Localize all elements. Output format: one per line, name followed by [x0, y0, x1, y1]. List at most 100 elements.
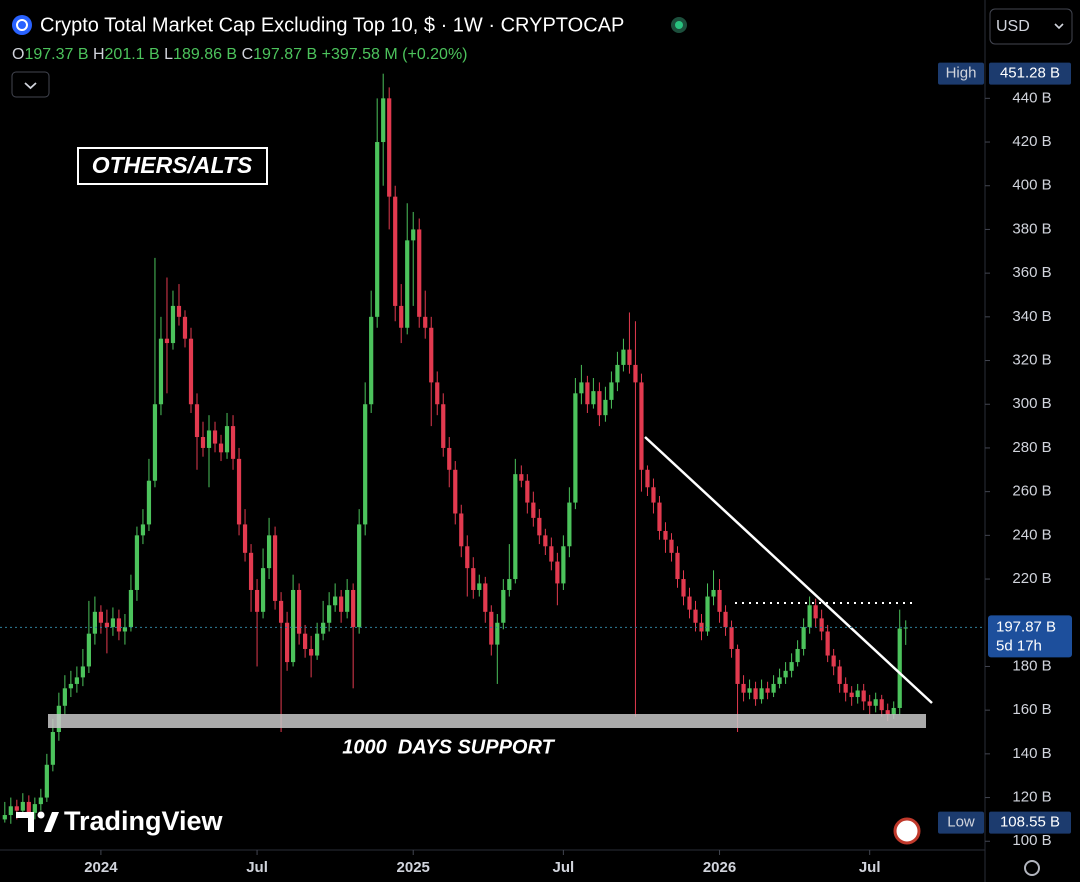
logo-mark [37, 811, 45, 819]
x-tick-label: 2025 [397, 859, 430, 876]
candle-body [609, 382, 614, 400]
x-tick-label: Jul [246, 859, 268, 876]
candle-body [879, 699, 884, 711]
candle-body [146, 480, 152, 525]
candle-body [194, 404, 200, 438]
candle-body [753, 688, 758, 700]
candle-body [345, 589, 350, 612]
candle-body [333, 596, 338, 606]
candle-body [741, 683, 746, 693]
high-value-box [989, 62, 1071, 85]
candle-body [248, 552, 254, 590]
candle-body [537, 517, 542, 536]
y-tick-label: 280 B [1012, 439, 1051, 456]
candle-body [315, 633, 320, 656]
candle-body [675, 552, 680, 580]
low-value-box [989, 811, 1071, 834]
candle-body [68, 683, 73, 689]
x-tick-label: Jul [553, 859, 575, 876]
candle-body [555, 561, 560, 584]
candle-body [242, 524, 248, 553]
candle-body [789, 662, 794, 671]
annotation-box [77, 147, 268, 185]
y-tick-label: 360 B [1012, 264, 1051, 281]
legend-value: 197.87 B [253, 46, 317, 63]
candle-body [20, 801, 25, 811]
candle-body [260, 568, 266, 612]
candle-body [218, 443, 224, 453]
status-dot [675, 21, 683, 29]
y-tick-label: 400 B [1012, 177, 1051, 194]
candle-body [843, 683, 848, 693]
candle-body [369, 316, 374, 405]
y-tick-label: 100 B [1012, 832, 1051, 849]
candle-body [224, 426, 230, 453]
candle-body [429, 327, 434, 383]
chart-title: Crypto Total Market Cap Excluding Top 10… [40, 14, 624, 36]
x-tick-label: 2024 [84, 859, 118, 876]
candle-body [837, 666, 842, 684]
last-price-box [988, 615, 1072, 658]
candle-body [116, 618, 122, 632]
candle-body [579, 382, 584, 394]
y-tick-label: 160 B [1012, 701, 1051, 718]
candle-body [639, 382, 644, 470]
settings-icon[interactable] [1024, 860, 1040, 876]
candle-body [621, 349, 626, 365]
legend-key: L [164, 46, 173, 63]
candle-body [597, 391, 602, 416]
candle-body [236, 458, 242, 525]
trendline [644, 436, 933, 704]
y-tick-label: 300 B [1012, 395, 1051, 412]
candle-body [717, 589, 722, 612]
currency-label: USD [996, 18, 1030, 35]
candle-body [477, 583, 482, 590]
candle-body [567, 502, 572, 547]
candle-body [747, 688, 752, 693]
low-title-box [938, 811, 984, 834]
high-value: 451.28 B [1000, 65, 1060, 82]
y-tick-label: 320 B [1012, 352, 1051, 369]
candle-body [290, 589, 296, 663]
candle-body [104, 622, 110, 628]
candle-body [831, 655, 836, 667]
candle-body [771, 683, 776, 693]
candle-body [543, 535, 548, 547]
candle-body [549, 546, 554, 562]
candle-body [381, 98, 386, 143]
countdown-label: 5d 17h [996, 637, 1042, 654]
candle-body [729, 627, 734, 649]
candle-body [615, 364, 620, 383]
candle-body [825, 631, 830, 656]
candle-body [453, 469, 458, 514]
candle-body [519, 474, 524, 481]
flag-icon[interactable] [893, 817, 921, 845]
candle-body [561, 546, 566, 584]
candle-body [387, 98, 392, 197]
candle-body [423, 316, 428, 328]
collapse-button[interactable] [11, 71, 50, 98]
candle-body [591, 391, 596, 405]
candle-body [284, 622, 290, 663]
y-tick-label: 240 B [1012, 526, 1051, 543]
candle-body [134, 535, 140, 590]
candle-body [140, 524, 146, 536]
candle-body [266, 535, 272, 569]
candle-body [110, 618, 116, 628]
y-tick-label: 420 B [1012, 133, 1051, 150]
candle-body [2, 815, 7, 820]
currency-dropdown[interactable] [989, 8, 1073, 45]
candle-body [399, 305, 404, 328]
candle-body [513, 474, 518, 580]
x-tick-label: Jul [859, 859, 881, 876]
candle-body [38, 797, 43, 805]
candle-body [128, 589, 134, 628]
candle-body [14, 806, 19, 811]
candle-body [501, 589, 506, 623]
candle-body [62, 688, 67, 706]
candle-body [176, 305, 182, 317]
y-tick-label: 120 B [1012, 789, 1051, 806]
candle-body [585, 382, 590, 405]
candle-body [801, 627, 806, 649]
